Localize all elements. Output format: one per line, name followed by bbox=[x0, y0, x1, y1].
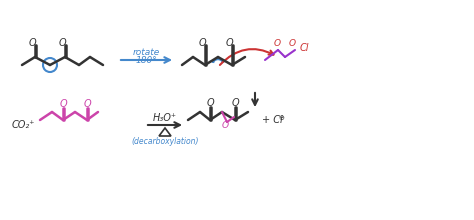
Text: Cl: Cl bbox=[300, 43, 310, 53]
Text: O: O bbox=[206, 98, 214, 108]
Text: O: O bbox=[58, 38, 66, 48]
Text: 180°: 180° bbox=[135, 55, 157, 64]
Text: O: O bbox=[231, 98, 239, 108]
Text: O: O bbox=[83, 99, 91, 109]
Text: ⊖: ⊖ bbox=[278, 115, 284, 121]
Text: O: O bbox=[225, 38, 233, 48]
Text: O: O bbox=[221, 121, 228, 130]
Text: (decarboxylation): (decarboxylation) bbox=[131, 136, 199, 145]
Text: O: O bbox=[273, 38, 281, 48]
Text: rotate: rotate bbox=[132, 48, 160, 57]
Text: + Cl: + Cl bbox=[262, 115, 283, 125]
FancyArrowPatch shape bbox=[220, 49, 273, 65]
Text: H₃O⁺: H₃O⁺ bbox=[153, 113, 177, 123]
Text: O: O bbox=[198, 38, 206, 48]
Text: O: O bbox=[28, 38, 36, 48]
Text: CO₂⁺: CO₂⁺ bbox=[12, 120, 36, 130]
Text: O: O bbox=[59, 99, 67, 109]
Text: O: O bbox=[289, 38, 296, 48]
